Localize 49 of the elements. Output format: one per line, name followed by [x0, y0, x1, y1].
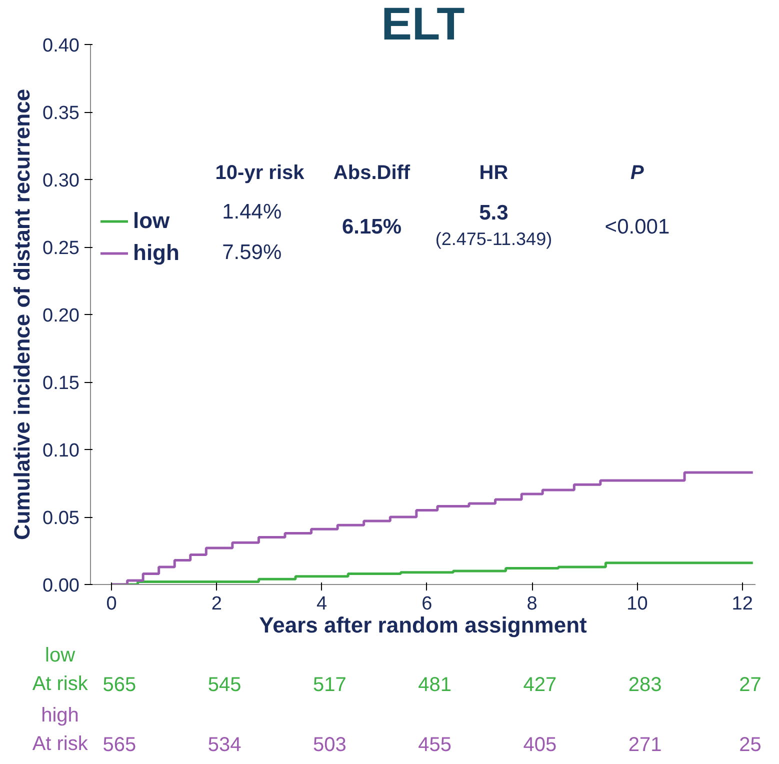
y-tick-label: 0.40 [42, 36, 80, 56]
x-tick-label: 10 [626, 594, 648, 614]
chart-title: ELT [381, 0, 465, 50]
text: 25 [739, 734, 762, 756]
y-tick-label: 0.35 [42, 103, 80, 124]
text: 405 [523, 734, 557, 756]
text: 565 [102, 674, 136, 696]
annotation: 7.59% [222, 240, 282, 264]
annotation: (2.475-11.349) [435, 228, 552, 249]
annotation: HR [479, 162, 509, 184]
text: 481 [418, 674, 452, 696]
text: 545 [208, 674, 242, 696]
annotation: Abs.Diff [333, 162, 410, 184]
x-tick-label: 8 [526, 594, 538, 614]
y-tick-label: 0.10 [42, 440, 80, 462]
text: At risk [32, 673, 89, 695]
y-tick-label: 0.25 [42, 238, 80, 259]
legend-label: high [133, 240, 180, 266]
y-tick-label: 0.00 [42, 576, 80, 596]
y-tick-label: 0.30 [42, 170, 80, 192]
x-tick-label: 12 [732, 594, 753, 614]
x-axis-title: Years after random assignment [259, 612, 588, 638]
annotation: 6.15% [342, 215, 402, 238]
annotation: 10-yr risk [215, 162, 306, 184]
text: 27 [739, 674, 762, 696]
text: 517 [313, 674, 346, 696]
text: 455 [418, 734, 452, 756]
legend-label: low [133, 208, 170, 234]
annotation: 1.44% [222, 200, 282, 224]
y-tick-label: 0.15 [42, 373, 80, 394]
annotation: <0.001 [604, 215, 670, 238]
x-tick-label: 2 [211, 594, 222, 614]
x-tick-label: 4 [316, 594, 328, 614]
x-tick-label: 0 [106, 594, 117, 614]
text: 503 [313, 734, 346, 756]
text: 427 [523, 674, 557, 696]
annotation: 5.3 [479, 201, 508, 224]
text: 283 [628, 674, 662, 696]
text: 565 [102, 734, 136, 756]
y-tick-label: 0.20 [42, 306, 80, 326]
y-axis-title: Cumulative incidence of distant recurrence [10, 88, 35, 540]
y-tick-label: 0.05 [42, 508, 80, 529]
text: high [41, 704, 79, 726]
text: 534 [208, 734, 242, 756]
text: At risk [32, 733, 89, 755]
text: low [45, 644, 76, 666]
x-tick-label: 6 [422, 594, 432, 614]
annotation: P [630, 162, 645, 184]
text: 271 [628, 734, 662, 756]
